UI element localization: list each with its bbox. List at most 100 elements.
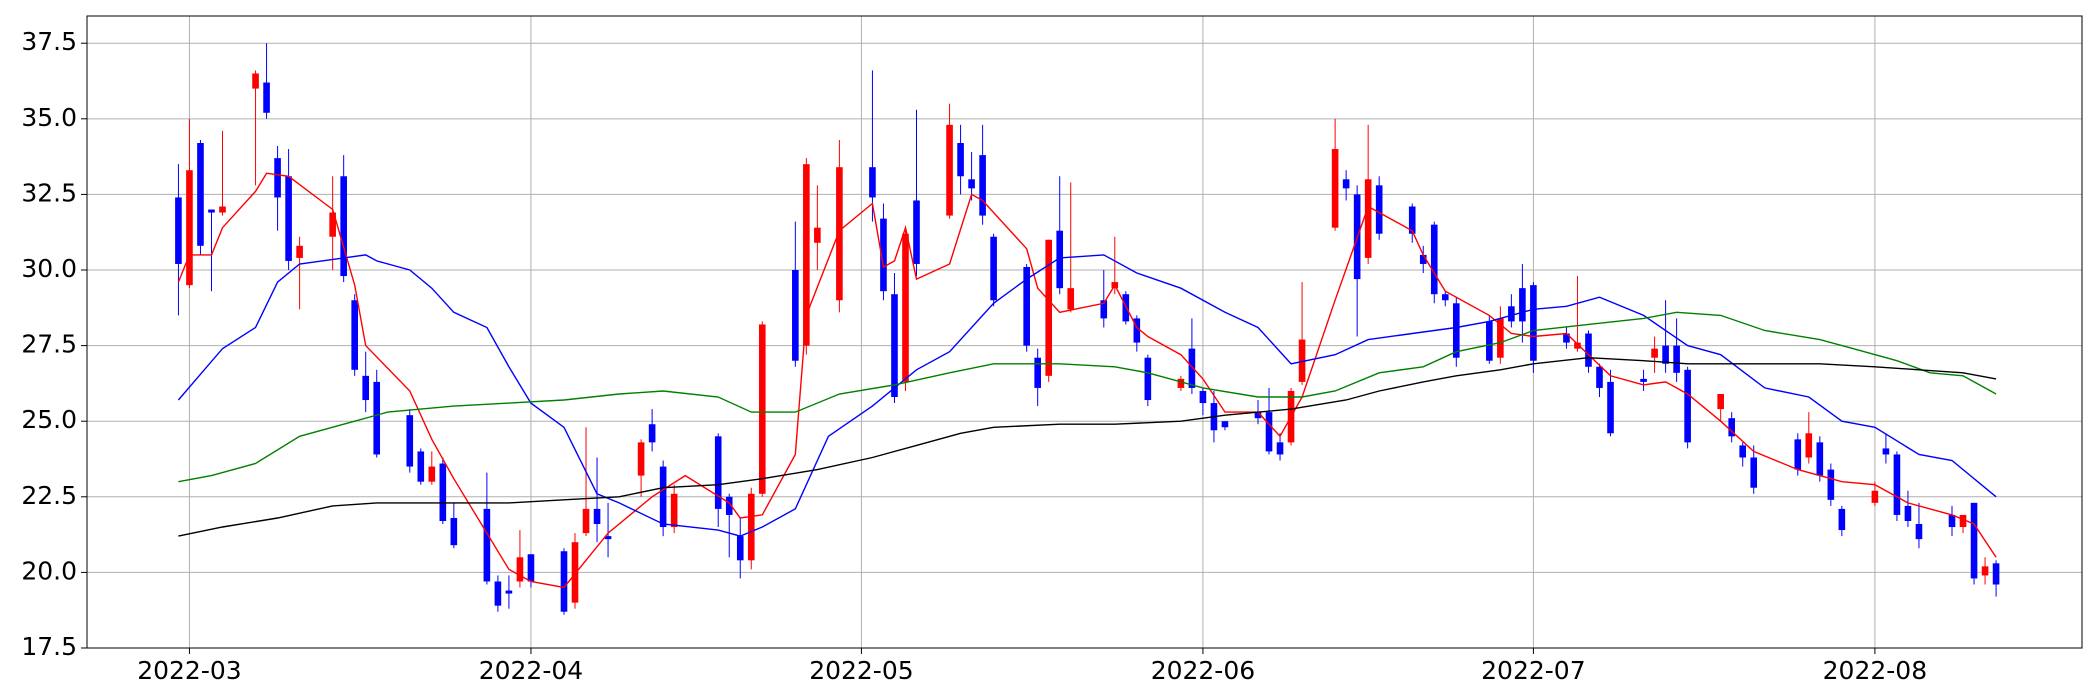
candle-body xyxy=(406,415,414,467)
candle-body xyxy=(1342,179,1350,189)
candle-body xyxy=(946,124,953,216)
candle-body xyxy=(362,375,370,401)
moving-average-line xyxy=(177,254,1997,537)
candle-body xyxy=(1838,508,1846,531)
candle-body xyxy=(1651,348,1658,358)
candle-body xyxy=(1419,254,1427,264)
candle-body xyxy=(1992,563,2000,585)
candle-body xyxy=(373,381,381,455)
candle-body xyxy=(758,324,766,494)
y-tick-label: 20.0 xyxy=(21,556,77,585)
candle-body xyxy=(571,542,579,603)
candle-body xyxy=(725,496,733,515)
candle-body xyxy=(1067,288,1075,310)
candle-body xyxy=(1563,333,1570,343)
candle-body xyxy=(560,551,568,612)
candle-body xyxy=(1530,285,1537,361)
candle-body xyxy=(1045,239,1053,376)
candle-body xyxy=(593,508,601,525)
candle-body xyxy=(913,200,920,264)
candle-body xyxy=(1177,378,1185,388)
candle-body xyxy=(880,218,887,292)
candle-body xyxy=(1430,224,1438,295)
candle-body xyxy=(1904,505,1912,521)
candle-body xyxy=(274,158,281,198)
candle-body xyxy=(1056,230,1064,289)
candle-body xyxy=(1441,294,1449,301)
candle-body xyxy=(1816,442,1824,476)
candle-body xyxy=(516,557,524,582)
y-tick-label: 27.5 xyxy=(21,330,77,359)
candle-body xyxy=(1662,345,1669,364)
plot-frame xyxy=(86,15,2083,649)
candle-body xyxy=(1023,266,1030,346)
candle-body xyxy=(869,167,876,198)
candle-body xyxy=(439,463,447,521)
candle-body xyxy=(1276,442,1284,455)
x-tick-label: 2022-06 xyxy=(1151,656,1255,685)
candle-body xyxy=(1298,339,1306,382)
candle-body xyxy=(1144,357,1152,401)
candle-body xyxy=(803,164,810,346)
candle-body xyxy=(582,508,590,534)
candle-body xyxy=(1640,378,1647,382)
candle-body xyxy=(957,143,964,177)
candle-body xyxy=(1188,348,1196,388)
x-tick-label: 2022-05 xyxy=(809,656,913,685)
candle-body xyxy=(252,73,259,89)
candle-body xyxy=(714,436,722,509)
candle-body xyxy=(1486,321,1493,361)
moving-average-line xyxy=(178,356,1997,537)
candle-body xyxy=(208,209,215,213)
y-tick-label: 17.5 xyxy=(21,632,77,661)
candle-body xyxy=(450,517,458,546)
candle-body xyxy=(428,466,436,482)
candle-body xyxy=(736,536,744,561)
candle-body xyxy=(891,294,898,398)
candle-body xyxy=(175,197,182,264)
candle-body xyxy=(197,143,204,246)
candle-body xyxy=(1948,514,1956,528)
candle-body xyxy=(792,270,799,361)
candle-body xyxy=(1331,149,1339,228)
candle-body xyxy=(968,179,975,189)
candle-body xyxy=(1508,306,1515,322)
candle-body xyxy=(1893,454,1901,515)
candle-body xyxy=(1497,318,1504,358)
candle-body xyxy=(1375,185,1383,234)
candle-body xyxy=(1452,303,1460,358)
candle-body xyxy=(1519,288,1526,322)
candle-body xyxy=(1981,566,1989,576)
candle-body xyxy=(186,170,193,286)
candle-body xyxy=(1717,393,1724,410)
candle-body xyxy=(1805,433,1813,458)
candle-body xyxy=(1827,469,1835,500)
candle-body xyxy=(1265,412,1273,452)
x-tick-label: 2022-03 xyxy=(137,656,241,685)
candle-body xyxy=(1596,366,1603,388)
candle-body xyxy=(483,508,491,582)
candle-body xyxy=(670,493,678,528)
candle-body xyxy=(648,424,656,443)
candle-body xyxy=(340,176,347,277)
y-tick-label: 22.5 xyxy=(21,481,77,510)
x-tick-label: 2022-04 xyxy=(479,656,583,685)
candle-body xyxy=(1871,490,1879,503)
candle-body xyxy=(637,442,645,476)
candle-body xyxy=(1728,418,1735,437)
moving-average-line xyxy=(177,172,1997,589)
candle-body xyxy=(814,227,821,243)
candle-body xyxy=(604,536,612,540)
candle-body xyxy=(1739,445,1747,458)
candle-body xyxy=(1199,390,1207,404)
candle-body xyxy=(263,82,270,113)
candle-body xyxy=(1100,300,1108,319)
candle-body xyxy=(527,554,535,582)
candle-body xyxy=(219,206,226,213)
candle-body xyxy=(296,245,303,258)
candle-body xyxy=(979,155,986,216)
candle-body xyxy=(836,167,843,301)
candle-body xyxy=(1794,439,1802,470)
